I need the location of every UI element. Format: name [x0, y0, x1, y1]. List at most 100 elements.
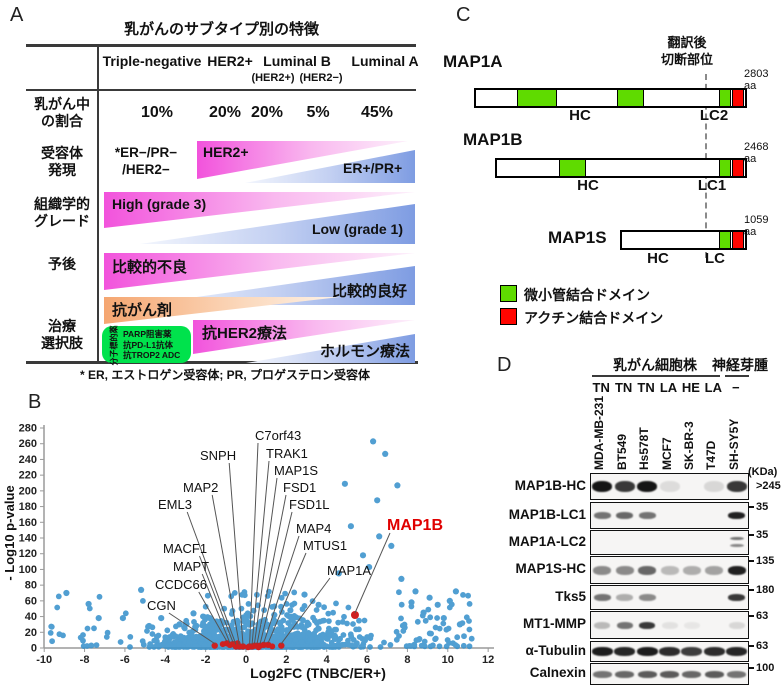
targeted-therapy-box: 分子標的薬 PARP阻害薬 抗PD-L1抗体 抗TROP2 ADC	[102, 326, 191, 366]
blot-label-MAP1B-LC1: MAP1B-LC1	[508, 506, 586, 522]
table-header-rule	[26, 89, 416, 91]
gene-leader-line	[256, 494, 287, 644]
chain-label-lc: LC	[705, 250, 725, 267]
svg-text:-10: -10	[36, 654, 52, 666]
blot-band	[594, 621, 611, 629]
blot-band	[681, 647, 703, 656]
microtubule-binding-domain	[719, 231, 731, 249]
gene-label-FSD1: FSD1	[283, 480, 316, 495]
blot-band	[727, 670, 747, 678]
row-label-grade: 組織学的 グレード	[34, 196, 90, 229]
blot-band	[728, 594, 746, 601]
panel-d-letter: D	[497, 354, 512, 376]
col-luminal-a: Luminal A	[351, 53, 419, 69]
blot-band	[726, 647, 748, 656]
share-luma: 45%	[360, 104, 394, 121]
share-her2: 20%	[208, 104, 242, 121]
blot-label-MAP1A-LC2: MAP1A-LC2	[508, 533, 586, 549]
gene-leader-line	[267, 552, 307, 644]
svg-text:240: 240	[19, 454, 37, 466]
blot-band	[726, 481, 747, 492]
blot-box-α-Tubulin	[590, 641, 749, 662]
share-tn: 10%	[140, 104, 174, 121]
col-triple-negative: Triple-negative	[102, 53, 202, 69]
gene-leader-line	[199, 555, 234, 643]
svg-text:0: 0	[243, 654, 249, 666]
gene-leader-line	[259, 511, 293, 644]
grade-high-label: High (grade 3)	[112, 196, 207, 212]
blot-band	[638, 594, 656, 601]
svg-text:100: 100	[19, 564, 37, 576]
protein-length-MAP1B: 2468 aa	[744, 141, 769, 165]
blot-box-Calnexin	[590, 663, 749, 685]
svg-text:10: 10	[442, 654, 454, 666]
blot-band	[682, 670, 702, 678]
row-label-treatment: 治療 選択肢	[41, 318, 83, 351]
blot-band	[638, 565, 657, 575]
blot-box-MAP1S-HC	[590, 556, 749, 584]
blot-band	[639, 621, 656, 629]
mw-marker-63: 63	[756, 610, 769, 622]
blot-box-Tks5	[590, 585, 749, 610]
lane-subtype-5: HE	[681, 380, 700, 395]
blot-band	[593, 512, 611, 519]
col-luminal-b: Luminal B	[263, 53, 331, 69]
chain-label-lc: LC2	[699, 107, 729, 124]
lane-subtype-4: LA	[659, 380, 678, 395]
blot-band	[615, 670, 635, 678]
group-neuroblastoma: 神経芽腫	[712, 357, 768, 373]
protein-name-MAP1S: MAP1S	[548, 228, 607, 247]
svg-text:0: 0	[31, 643, 37, 655]
group-neuro-underline	[725, 375, 749, 377]
blot-band	[637, 670, 657, 678]
blot-band	[660, 670, 679, 678]
share-lumb-her2neg: 5%	[306, 104, 330, 121]
actin-binding-domain	[732, 89, 745, 107]
mw-marker-100: 100	[756, 662, 775, 674]
svg-text:180: 180	[19, 501, 37, 513]
cell-line-BT549: BT549	[614, 433, 629, 470]
mw-marker-135: 135	[756, 555, 775, 567]
treatment-hormone-label: ホルモン療法	[320, 343, 411, 360]
blot-band	[616, 512, 634, 519]
svg-text:40: 40	[25, 611, 37, 623]
blot-band	[659, 481, 680, 492]
microtubule-domain-label: 微小管結合ドメイン	[524, 287, 650, 303]
svg-text:-8: -8	[80, 654, 90, 666]
panel-b-letter: B	[28, 391, 42, 413]
cell-line-Hs578T: Hs578T	[637, 427, 652, 470]
mw-marker-35: 35	[756, 501, 769, 513]
blot-band	[614, 481, 635, 492]
gene-leader-line	[249, 442, 259, 645]
blot-band	[616, 594, 634, 601]
x-axis-title: Log2FC (TNBC/ER+)	[250, 665, 386, 681]
gene-label-MAP4: MAP4	[296, 521, 331, 536]
protein-bar-MAP1A	[474, 88, 747, 108]
targeted-therapy-rotated-label: 分子標的薬	[109, 325, 119, 366]
svg-text:140: 140	[19, 533, 37, 545]
blot-box-MAP1B-HC	[590, 473, 749, 500]
svg-text:220: 220	[19, 470, 37, 482]
panel-c-letter: C	[456, 4, 471, 26]
marker-tick	[748, 615, 754, 617]
gene-leader-line	[201, 573, 231, 644]
gene-leader-line	[354, 532, 391, 614]
microtubule-binding-domain	[516, 89, 558, 107]
receptor-er-wedge-label: ER+/PR+	[343, 160, 403, 176]
blot-band	[659, 647, 680, 656]
cell-line-SK-BR-3: SK-BR-3	[681, 421, 696, 470]
blot-band	[704, 481, 725, 492]
gene-leader-line	[251, 460, 270, 645]
cleavage-site-label: 翻訳後 切断部位	[660, 35, 713, 67]
blot-band	[637, 481, 658, 492]
mw-marker-35: 35	[756, 529, 769, 541]
kda-label: (KDa)	[748, 466, 778, 478]
svg-text:-6: -6	[120, 654, 130, 666]
blot-band	[660, 565, 679, 575]
blot-band	[661, 621, 678, 629]
row-label-share: 乳がん中 の割合	[34, 96, 90, 129]
svg-text:200: 200	[19, 485, 37, 497]
blot-label-MAP1S-HC: MAP1S-HC	[515, 561, 586, 576]
gene-label-EML3: EML3	[158, 497, 192, 512]
